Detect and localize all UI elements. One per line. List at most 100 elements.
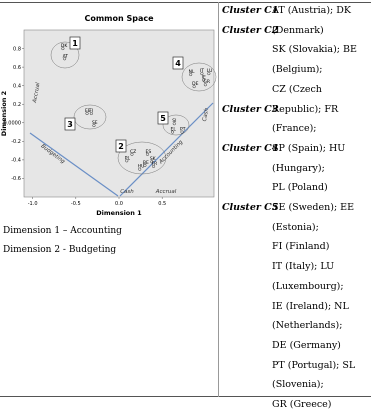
data-point — [202, 78, 206, 82]
cluster-members: IT (Italy); LU — [272, 261, 335, 273]
annotation: Cash — [120, 189, 134, 195]
data-point — [180, 130, 184, 134]
y-tick-label: 0.8 — [13, 46, 21, 52]
point-label: DK — [61, 43, 68, 49]
cluster-members: (Luxembourg); — [272, 280, 344, 292]
data-point — [89, 111, 93, 116]
point-label: SK — [150, 156, 157, 162]
x-tick-label: -0.5 — [71, 201, 81, 207]
cluster-box — [115, 139, 127, 153]
point-label: HU — [138, 164, 145, 170]
point-label: SE — [92, 120, 98, 126]
point-label: LU — [207, 68, 213, 74]
annotation: Cash — [202, 107, 210, 122]
cluster-members: FI (Finland) — [272, 241, 330, 253]
cluster-label: Cluster C1 — [222, 5, 279, 16]
y-tick-label: -0.2 — [11, 139, 21, 145]
cluster-members: (Denmark) — [272, 24, 324, 36]
y-axis-label: Dimension 2 — [0, 91, 8, 136]
data-point — [63, 57, 67, 61]
cluster-label: Cluster C2 — [222, 24, 279, 36]
point-label: DE — [192, 81, 198, 87]
cluster-members: AT (Austria); DK — [272, 5, 351, 16]
cluster-members: CZ (Czech — [272, 83, 322, 95]
cluster-members: (Netherlands); — [272, 320, 343, 332]
plot-area — [23, 29, 215, 198]
point-label: IT — [200, 68, 204, 74]
point-label: NL — [189, 69, 195, 75]
data-point — [207, 72, 211, 76]
cluster-number: 4 — [175, 59, 181, 68]
point-label: BE — [143, 160, 149, 166]
cluster-ellipse — [181, 62, 217, 92]
data-point — [143, 163, 147, 168]
point-label: EL — [171, 127, 177, 133]
data-point — [172, 122, 176, 126]
y-tick-label: 0.0000 — [4, 120, 22, 126]
point-label: SI — [172, 118, 176, 124]
cluster-box — [64, 117, 76, 131]
data-point — [170, 130, 175, 134]
cluster-members: Republic); FR — [272, 103, 339, 115]
caption: Dimension 1 – Accounting — [3, 226, 122, 236]
cluster-ellipse — [50, 41, 80, 69]
axis-line — [29, 132, 119, 197]
cluster-members: (Hungary); — [272, 162, 325, 174]
cluster-box — [69, 36, 81, 50]
y-tick-label: 0.2 — [13, 102, 21, 108]
data-point — [138, 167, 142, 171]
annotation: Accrual — [155, 189, 177, 195]
cluster-members: PT (Portugal); SL — [272, 359, 356, 371]
data-point — [145, 152, 150, 156]
data-point — [192, 85, 196, 89]
cluster-label: Cluster C3 — [222, 103, 279, 115]
cluster-ellipse — [162, 114, 190, 136]
cluster-members: (Slovenia); — [272, 379, 324, 391]
cluster-members: GR (Greece) — [272, 399, 332, 410]
x-tick-label: 0.0 — [115, 201, 123, 207]
point-label: PT — [180, 127, 186, 133]
cluster-members: (Belgium); — [272, 64, 323, 76]
data-point — [189, 72, 193, 77]
column-divider — [218, 2, 219, 397]
x-axis-label: Dimension 1 — [96, 209, 142, 217]
y-tick-label: 0.4 — [13, 83, 21, 89]
cluster-members: (Estonia); — [272, 221, 319, 233]
cluster-number: 3 — [67, 120, 73, 129]
cluster-label: Cluster C5 — [222, 202, 279, 213]
data-point — [200, 72, 204, 76]
cluster-members: SE (Sweden); EE — [272, 202, 355, 213]
cluster-label: Cluster C4 — [222, 142, 279, 154]
y-tick-label: 0.6 — [13, 65, 21, 71]
point-label: FI — [89, 108, 93, 114]
data-point — [125, 159, 129, 163]
data-point — [61, 47, 65, 51]
cluster-ellipse — [117, 141, 167, 175]
cluster-members: DE (Germany) — [272, 339, 341, 351]
y-tick-label: -0.6 — [11, 176, 21, 182]
cluster-members: IE (Ireland); NL — [272, 300, 349, 312]
y-tick-label: -0.4 — [11, 158, 21, 164]
cluster-number: 2 — [118, 142, 124, 151]
data-point — [150, 160, 154, 164]
data-point — [151, 164, 156, 168]
data-point — [92, 124, 96, 128]
point-label: FR — [152, 161, 158, 167]
point-label: PL — [125, 155, 131, 161]
point-label: IE — [202, 75, 206, 81]
point-label: GR — [203, 79, 210, 85]
annotation: Accrual — [32, 82, 42, 105]
cluster-members: SK (Slovakia); BE — [272, 44, 357, 56]
point-label: CZ — [130, 149, 136, 155]
caption: Dimension 2 - Budgeting — [3, 245, 117, 255]
axis-line — [119, 102, 214, 197]
cluster-box — [157, 111, 169, 125]
cluster-ellipse — [73, 104, 107, 130]
cluster-members: PL (Poland) — [272, 182, 328, 194]
x-tick-label: 0.5 — [158, 201, 166, 207]
x-tick-label: -1.0 — [28, 201, 38, 207]
figure-title: Common Space — [84, 14, 154, 23]
point-label: ES — [146, 149, 152, 155]
cluster-members: (France); — [272, 123, 317, 135]
